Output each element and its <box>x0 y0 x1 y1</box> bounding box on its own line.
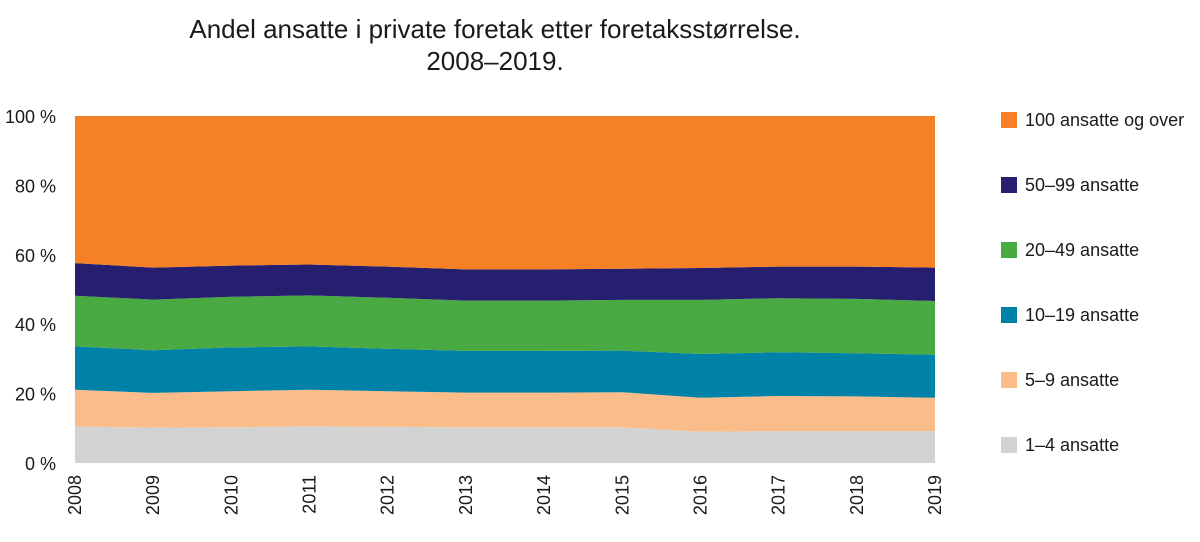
area-series-group <box>75 116 935 463</box>
legend-label: 20–49 ansatte <box>1025 240 1139 260</box>
x-tick-label: 2008 <box>65 475 85 515</box>
y-tick-label: 40 % <box>15 315 56 335</box>
x-tick-label: 2012 <box>378 475 398 515</box>
y-axis-tick-labels: 0 % 20 % 40 % 60 % 80 % 100 % <box>5 107 56 474</box>
legend: 100 ansatte og over 50–99 ansatte 20–49 an… <box>1001 110 1184 455</box>
y-tick-label: 80 % <box>15 176 56 196</box>
chart-title-line-1: Andel ansatte i private foretak etter fo… <box>189 14 800 44</box>
chart-title-line-2: 2008–2019. <box>426 46 563 76</box>
y-tick-label: 20 % <box>15 385 56 405</box>
x-tick-label: 2014 <box>534 475 554 515</box>
x-tick-label: 2016 <box>691 475 711 515</box>
x-tick-label: 2009 <box>143 475 163 515</box>
legend-swatch <box>1001 372 1017 388</box>
x-tick-label: 2019 <box>925 475 945 515</box>
legend-label: 50–99 ansatte <box>1025 175 1139 195</box>
x-tick-label: 2015 <box>612 475 632 515</box>
area-series-4 <box>75 295 935 355</box>
legend-swatch <box>1001 177 1017 193</box>
x-tick-label: 2018 <box>847 475 867 515</box>
legend-label: 100 ansatte og over <box>1025 110 1184 130</box>
x-tick-label: 2013 <box>456 475 476 515</box>
x-tick-label: 2011 <box>300 475 320 514</box>
y-tick-label: 60 % <box>15 246 56 266</box>
legend-swatch <box>1001 437 1017 453</box>
legend-swatch <box>1001 307 1017 323</box>
legend-swatch <box>1001 112 1017 128</box>
legend-label: 1–4 ansatte <box>1025 435 1119 455</box>
legend-swatch <box>1001 242 1017 258</box>
chart-title: Andel ansatte i private foretak etter fo… <box>189 14 800 76</box>
y-tick-label: 0 % <box>25 454 56 474</box>
area-series-2 <box>75 389 935 432</box>
legend-label: 5–9 ansatte <box>1025 370 1119 390</box>
area-series-1 <box>75 426 935 463</box>
x-tick-label: 2010 <box>221 475 241 515</box>
area-series-5 <box>75 263 935 301</box>
area-series-3 <box>75 346 935 398</box>
area-series-6 <box>75 116 935 270</box>
legend-label: 10–19 ansatte <box>1025 305 1139 325</box>
x-axis-tick-labels: 2008 2009 2010 2011 2012 2013 2014 2015 2016 2017… <box>65 475 945 515</box>
y-tick-label: 100 % <box>5 107 56 127</box>
x-tick-label: 2017 <box>769 475 789 515</box>
